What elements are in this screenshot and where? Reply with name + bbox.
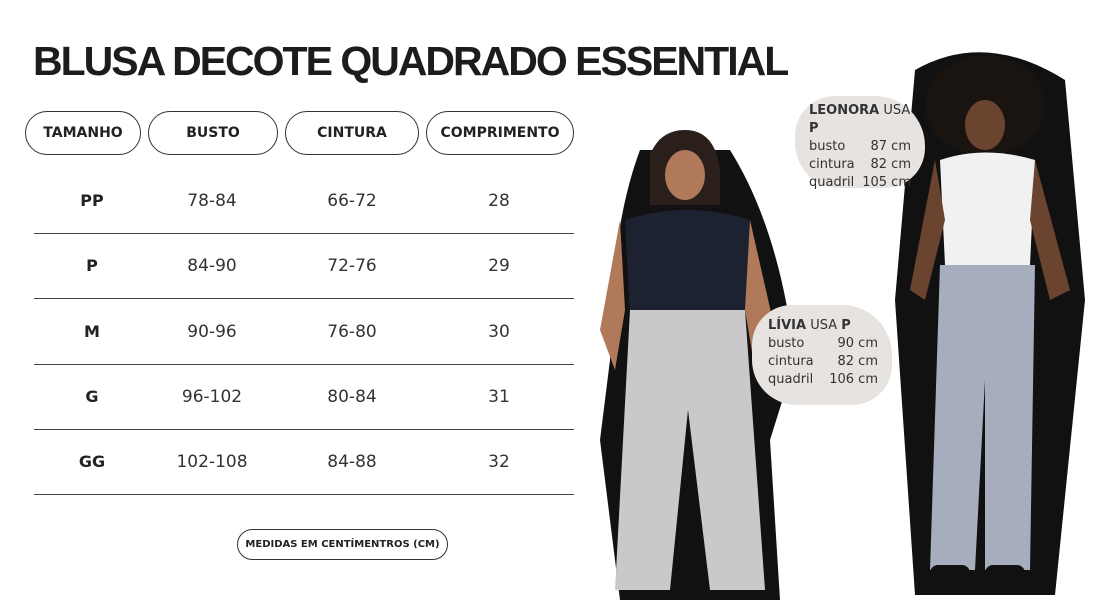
table-row: P 84-90 72-76 29 [34, 234, 574, 300]
table-row: G 96-102 80-84 31 [34, 365, 574, 430]
cintura-value: 82 cm [870, 157, 912, 172]
busto-label: busto [809, 139, 846, 154]
model-info-livia: LÍVIA USA P busto 90 cm cintura 82 cm quad… [752, 305, 892, 405]
model-name: LÍVIA [768, 318, 807, 333]
cintura-label: cintura [768, 354, 814, 369]
model-size: P [809, 121, 819, 136]
comprimento-cell: 28 [488, 191, 510, 211]
model-info-leonora: LEONORA USA P busto 87 cm cintura 82 cm qu… [795, 96, 925, 190]
cintura-cell: 72-76 [327, 256, 377, 277]
busto-value: 87 cm [870, 139, 912, 154]
cintura-cell: 76-80 [327, 321, 377, 342]
size-cell: G [85, 386, 99, 406]
busto-cell: 84-90 [187, 256, 237, 277]
busto-cell: 96-102 [181, 386, 243, 407]
header-comprimento: COMPRIMENTO [426, 111, 574, 155]
units-note: MEDIDAS EM CENTÍMENTROS (CM) [237, 529, 448, 560]
usa-label: USA [810, 318, 838, 333]
model-size: P [841, 318, 851, 333]
cintura-label: cintura [809, 157, 855, 172]
quadril-value: 105 cm [862, 175, 911, 190]
size-cell: P [86, 256, 98, 276]
header-busto: BUSTO [148, 111, 278, 155]
header-cintura: CINTURA [285, 111, 419, 155]
comprimento-cell: 30 [488, 321, 510, 342]
busto-cell: 102-108 [176, 452, 248, 473]
cintura-cell: 80-84 [327, 386, 377, 407]
quadril-label: quadril [768, 372, 814, 387]
table-row: M 90-96 76-80 30 [34, 300, 574, 365]
cintura-cell: 84-88 [327, 452, 377, 473]
busto-cell: 78-84 [187, 191, 237, 211]
busto-value: 90 cm [837, 336, 879, 351]
size-cell: GG [78, 452, 106, 472]
table-row: PP 78-84 66-72 28 [34, 169, 574, 234]
cintura-cell: 66-72 [327, 191, 377, 211]
comprimento-cell: 29 [488, 256, 510, 277]
page-title: BLUSA DECOTE QUADRADO ESSENTIAL [33, 38, 789, 84]
comprimento-cell: 32 [488, 452, 510, 473]
usa-label: USA [883, 103, 911, 118]
quadril-label: quadril [809, 175, 855, 190]
busto-label: busto [768, 336, 805, 351]
comprimento-cell: 31 [488, 386, 510, 407]
cintura-value: 82 cm [837, 354, 879, 369]
busto-cell: 90-96 [187, 321, 237, 342]
size-cell: PP [80, 191, 104, 210]
model-name: LEONORA [809, 103, 880, 118]
table-row: GG 102-108 84-88 32 [34, 430, 574, 496]
model-photo-leonora [895, 52, 1085, 595]
header-tamanho: TAMANHO [25, 111, 141, 155]
size-cell: M [84, 321, 100, 341]
model-photo-livia [600, 130, 795, 600]
quadril-value: 106 cm [829, 372, 878, 387]
